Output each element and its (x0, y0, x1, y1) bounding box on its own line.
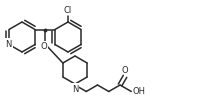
Text: O: O (122, 66, 128, 75)
Text: O: O (41, 42, 47, 51)
Text: OH: OH (132, 87, 145, 96)
Text: N: N (5, 40, 11, 48)
Text: N: N (72, 84, 78, 94)
Text: Cl: Cl (64, 6, 72, 15)
